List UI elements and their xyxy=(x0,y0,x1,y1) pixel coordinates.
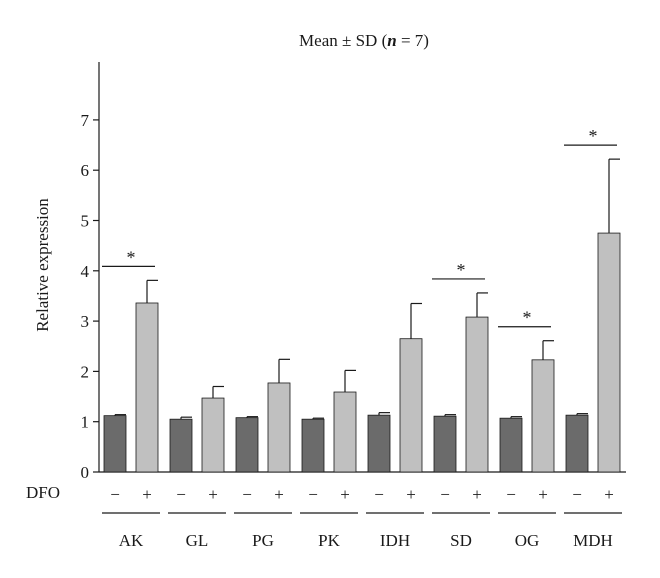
treatment-level-label: − xyxy=(176,485,186,504)
treatment-label: DFO xyxy=(26,483,60,502)
y-tick-label: 2 xyxy=(81,362,90,381)
bar xyxy=(597,232,621,473)
treatment-level-label: + xyxy=(208,485,218,504)
bar xyxy=(235,417,259,473)
bar xyxy=(433,415,457,473)
treatment-level-label: − xyxy=(374,485,384,504)
bar xyxy=(531,359,555,473)
x-tick-label: IDH xyxy=(380,531,410,550)
treatment-level-label: − xyxy=(242,485,252,504)
x-tick-label: AK xyxy=(119,531,144,550)
bar xyxy=(135,302,159,473)
treatment-level-label: + xyxy=(538,485,548,504)
bar xyxy=(367,414,391,473)
treatment-level-label: + xyxy=(406,485,416,504)
x-tick-label: MDH xyxy=(573,531,613,550)
treatment-level-label: + xyxy=(142,485,152,504)
title-prefix: Mean ± SD ( xyxy=(299,31,388,50)
y-axis-label: Relative expression xyxy=(33,198,52,332)
bar xyxy=(169,418,193,473)
bar xyxy=(267,382,291,473)
y-tick-label: 7 xyxy=(81,111,90,130)
bar xyxy=(103,415,127,473)
bar xyxy=(499,417,523,473)
treatment-level-label: − xyxy=(572,485,582,504)
treatment-level-label: + xyxy=(604,485,614,504)
treatment-level-label: − xyxy=(110,485,120,504)
significance-marker: * xyxy=(457,260,466,280)
treatment-level-label: + xyxy=(274,485,284,504)
bar xyxy=(201,397,225,473)
treatment-level-label: − xyxy=(506,485,516,504)
y-tick-label: 3 xyxy=(81,312,90,331)
x-tick-label: PK xyxy=(318,531,340,550)
title-italic: n xyxy=(387,31,396,50)
y-tick-label: 1 xyxy=(81,413,90,432)
bar xyxy=(565,414,589,473)
y-tick-label: 6 xyxy=(81,161,90,180)
bar xyxy=(399,338,423,473)
bar xyxy=(333,391,357,473)
bar xyxy=(465,316,489,473)
x-tick-label: GL xyxy=(186,531,209,550)
treatment-level-label: + xyxy=(340,485,350,504)
y-tick-label: 0 xyxy=(81,463,90,482)
significance-marker: * xyxy=(589,126,598,146)
x-tick-label: OG xyxy=(515,531,540,550)
y-tick-label: 4 xyxy=(81,262,90,281)
treatment-level-label: − xyxy=(308,485,318,504)
x-tick-label: PG xyxy=(252,531,274,550)
x-tick-label: SD xyxy=(450,531,472,550)
chart-title: Mean ± SD (n = 7) xyxy=(299,31,429,50)
title-suffix: = 7) xyxy=(397,31,429,50)
significance-marker: * xyxy=(127,247,136,267)
plot-area: 0 1 2 3 4 5 6 7 − + AK − + GL − + PG − + PK − + IDH − + SD − + OG − + M… xyxy=(81,111,626,550)
treatment-level-label: − xyxy=(440,485,450,504)
treatment-level-label: + xyxy=(472,485,482,504)
significance-marker: * xyxy=(523,308,532,328)
y-tick-label: 5 xyxy=(81,212,90,231)
bar xyxy=(301,418,325,473)
